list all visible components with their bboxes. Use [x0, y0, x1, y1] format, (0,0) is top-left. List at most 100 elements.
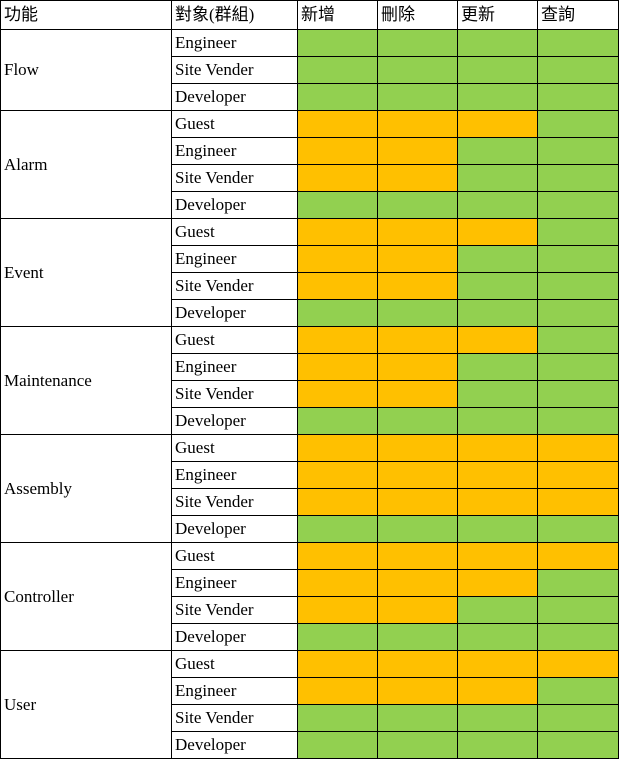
- permission-cell-delete: [377, 137, 458, 165]
- table-row: Developer: [1, 623, 619, 651]
- permission-cell-delete: [377, 407, 458, 435]
- header-delete: 刪除: [377, 0, 458, 30]
- target-group: Developer: [171, 83, 298, 111]
- target-group: Site Vender: [171, 596, 298, 624]
- function-name: Flow: [0, 29, 172, 111]
- table-body: Flow Engineer Site Vender Developer Alarm Gue…: [0, 29, 619, 759]
- permission-cell-create: [297, 515, 378, 543]
- permission-cell-query: [537, 515, 619, 543]
- permission-cell-delete: [377, 569, 458, 597]
- target-group: Developer: [171, 731, 298, 759]
- table-row: Maintenance Guest: [0, 326, 619, 435]
- permission-cell-update: [457, 731, 538, 759]
- permission-cell-update: [457, 137, 538, 165]
- permission-cell-update: [457, 56, 538, 84]
- target-group: Developer: [171, 299, 298, 327]
- permission-cell-query: [537, 218, 619, 246]
- permission-cell-delete: [377, 461, 458, 489]
- permission-cell-query: [537, 29, 619, 57]
- permission-cell-query: [537, 83, 619, 111]
- target-group: Site Vender: [171, 488, 298, 516]
- permission-cell-query: [537, 191, 619, 219]
- table-row: Site Vender: [1, 596, 619, 624]
- permission-cell-create: [297, 164, 378, 192]
- permission-cell-update: [457, 272, 538, 300]
- header-function: 功能: [0, 0, 172, 30]
- permission-cell-query: [537, 164, 619, 192]
- target-group: Site Vender: [171, 272, 298, 300]
- permission-cell-query: [537, 434, 619, 462]
- permission-cell-delete: [377, 515, 458, 543]
- permission-cell-update: [457, 569, 538, 597]
- permission-cell-update: [457, 542, 538, 570]
- table-row: Developer: [1, 407, 619, 435]
- table-row: Developer: [1, 83, 619, 111]
- table-row: Assembly Guest: [0, 434, 619, 543]
- header-row: 功能 對象(群組) 新增 刪除 更新 查詢: [0, 0, 619, 30]
- permission-cell-update: [457, 650, 538, 678]
- target-group: Guest: [171, 542, 298, 570]
- function-name: Event: [0, 218, 172, 327]
- permission-cell-create: [297, 137, 378, 165]
- permission-cell-delete: [377, 191, 458, 219]
- table-row: Site Vender: [1, 56, 619, 84]
- target-group: Engineer: [171, 245, 298, 273]
- header-create: 新增: [297, 0, 378, 30]
- table-row: User Guest: [0, 650, 619, 759]
- permission-cell-update: [457, 299, 538, 327]
- table-row: Controller Guest: [0, 542, 619, 651]
- header-update: 更新: [457, 0, 538, 30]
- permission-cell-delete: [377, 299, 458, 327]
- permission-cell-create: [297, 83, 378, 111]
- permission-cell-update: [457, 29, 538, 57]
- permission-cell-delete: [377, 83, 458, 111]
- target-group: Engineer: [171, 137, 298, 165]
- permission-cell-query: [537, 407, 619, 435]
- table-row: Engineer: [1, 137, 619, 165]
- permission-cell-query: [537, 704, 619, 732]
- target-group: Guest: [171, 434, 298, 462]
- permission-cell-query: [537, 380, 619, 408]
- table-row: Engineer: [1, 461, 619, 489]
- target-group: Site Vender: [171, 380, 298, 408]
- target-group: Engineer: [171, 353, 298, 381]
- table-row: Event Guest: [0, 218, 619, 327]
- target-group: Developer: [171, 191, 298, 219]
- target-group: Engineer: [171, 677, 298, 705]
- permission-cell-query: [537, 650, 619, 678]
- permission-cell-query: [537, 110, 619, 138]
- target-group: Site Vender: [171, 56, 298, 84]
- permission-cell-update: [457, 191, 538, 219]
- permission-cell-create: [297, 272, 378, 300]
- table-row: Engineer: [1, 677, 619, 705]
- permission-cell-create: [297, 191, 378, 219]
- permission-cell-delete: [377, 380, 458, 408]
- permission-cell-update: [457, 245, 538, 273]
- permission-cell-update: [457, 434, 538, 462]
- function-name: Assembly: [0, 434, 172, 543]
- target-group: Developer: [171, 623, 298, 651]
- permission-cell-update: [457, 218, 538, 246]
- permission-cell-create: [297, 29, 378, 57]
- permission-cell-query: [537, 137, 619, 165]
- header-target-group: 對象(群組): [171, 0, 298, 30]
- permission-cell-query: [537, 731, 619, 759]
- permission-cell-update: [457, 380, 538, 408]
- permission-cell-query: [537, 353, 619, 381]
- table-row: Developer: [1, 515, 619, 543]
- target-group: Guest: [171, 218, 298, 246]
- permission-cell-delete: [377, 326, 458, 354]
- permission-cell-create: [297, 542, 378, 570]
- permission-cell-delete: [377, 353, 458, 381]
- permission-cell-delete: [377, 623, 458, 651]
- permission-cell-delete: [377, 650, 458, 678]
- table-row: Engineer: [1, 569, 619, 597]
- target-group: Developer: [171, 407, 298, 435]
- permission-cell-create: [297, 407, 378, 435]
- target-group: Engineer: [171, 461, 298, 489]
- function-name: Maintenance: [0, 326, 172, 435]
- header-query: 查詢: [537, 0, 619, 30]
- permission-cell-create: [297, 326, 378, 354]
- function-name: User: [0, 650, 172, 759]
- permission-cell-query: [537, 596, 619, 624]
